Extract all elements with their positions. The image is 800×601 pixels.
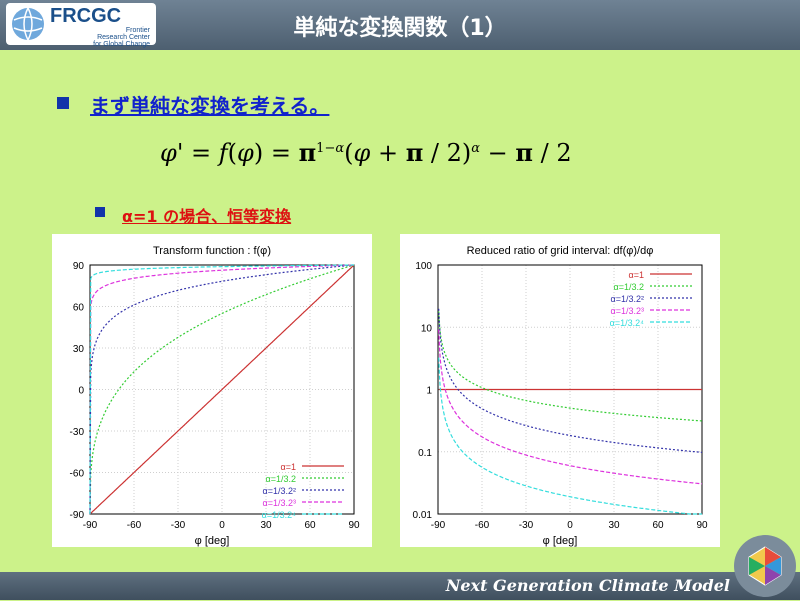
x-tick-label: 60 — [304, 520, 316, 531]
logo-sub-line: Research Center — [97, 34, 150, 41]
bullet-text-2: α=1 の場合、恒等変換 — [122, 207, 292, 226]
series-line — [89, 264, 354, 515]
legend-label: α=1/3.2⁴ — [262, 510, 296, 520]
x-tick-label: -90 — [431, 520, 446, 531]
x-axis-label: φ [deg] — [195, 535, 230, 547]
chart-title: Reduced ratio of grid interval: df(φ)/dφ — [467, 245, 654, 257]
bullet-square — [57, 97, 69, 109]
y-tick-label: 0.1 — [418, 448, 432, 459]
logo-sub-line: for Global Change — [93, 41, 150, 48]
legend-label: α=1 — [629, 270, 644, 280]
y-tick-label: -60 — [70, 469, 85, 480]
footer-text: Next Generation Climate Model — [445, 576, 730, 595]
x-tick-label: 90 — [696, 520, 708, 531]
y-tick-label: 90 — [73, 261, 85, 272]
series-line — [89, 264, 354, 515]
transform-equation: φ' = f(φ) = π1−α(φ + π / 2)α − π / 2 — [160, 138, 572, 167]
series-line — [438, 357, 702, 515]
chart-svg: Transform function : f(φ) φ [deg] -90 -60 -3… — [70, 245, 360, 547]
series-line — [438, 329, 702, 485]
x-tick-label: 30 — [608, 520, 620, 531]
legend-label: α=1 — [281, 462, 296, 472]
x-tick-label: 60 — [652, 520, 664, 531]
y-tick-label: 10 — [421, 323, 433, 334]
x-tick-label: -90 — [83, 520, 98, 531]
x-tick-label: -60 — [127, 520, 142, 531]
legend-label: α=1/3.2⁴ — [610, 318, 644, 328]
y-tick-label: 1 — [426, 386, 432, 397]
legend-label: α=1/3.2 — [266, 474, 296, 484]
legend-label: α=1/3.2³ — [611, 306, 644, 316]
bullet-text-1: まず単純な変換を考える。 — [90, 94, 330, 118]
legend-label: α=1/3.2² — [611, 294, 644, 304]
y-tick-label: -90 — [70, 510, 85, 521]
frcgc-logo: FRCGC Frontier Research Center for Globa… — [6, 3, 156, 48]
x-tick-label: 0 — [567, 520, 573, 531]
legend-label: α=1/3.2² — [263, 486, 296, 496]
y-tick-label: -30 — [70, 427, 85, 438]
chart-svg: Reduced ratio of grid interval: df(φ)/dφ… — [413, 245, 708, 547]
series-line — [438, 311, 702, 422]
x-tick-label: 0 — [219, 520, 225, 531]
logo-subtitle: Frontier Research Center for Global Chan… — [58, 27, 150, 48]
slide-header: FRCGC Frontier Research Center for Globa… — [0, 0, 800, 50]
plot-frame — [89, 264, 355, 515]
series-line — [89, 264, 355, 515]
legend-label: α=1/3.2³ — [263, 498, 296, 508]
x-axis-label: φ [deg] — [543, 535, 578, 547]
slide-title: 単純な変換関数（1） — [293, 16, 507, 41]
y-tick-label: 30 — [73, 344, 85, 355]
series-line — [438, 308, 703, 453]
transform-function-chart: Transform function : f(φ) φ [deg] -90 -60 -3… — [52, 234, 372, 547]
icosahedron-icon — [748, 546, 782, 586]
legend-label: α=1/3.2 — [614, 282, 644, 292]
series-line — [89, 264, 355, 515]
y-tick-label: 100 — [415, 261, 432, 272]
x-tick-label: -30 — [519, 520, 534, 531]
x-tick-label: 30 — [260, 520, 272, 531]
bullet-square — [95, 207, 105, 217]
grid-ratio-chart: Reduced ratio of grid interval: df(φ)/dφ… — [400, 234, 720, 547]
footer-emblem — [734, 535, 796, 597]
chart-title: Transform function : f(φ) — [153, 245, 271, 257]
slide-footer: Next Generation Climate Model — [0, 572, 800, 600]
x-tick-label: -60 — [475, 520, 490, 531]
y-tick-label: 0.01 — [413, 510, 433, 521]
y-tick-label: 60 — [73, 303, 85, 314]
x-tick-label: 90 — [348, 520, 360, 531]
y-tick-label: 0 — [78, 386, 84, 397]
x-tick-label: -30 — [171, 520, 186, 531]
logo-text: FRCGC — [50, 5, 122, 27]
globe-icon — [12, 7, 44, 41]
logo-sub-line: Frontier — [125, 27, 150, 34]
